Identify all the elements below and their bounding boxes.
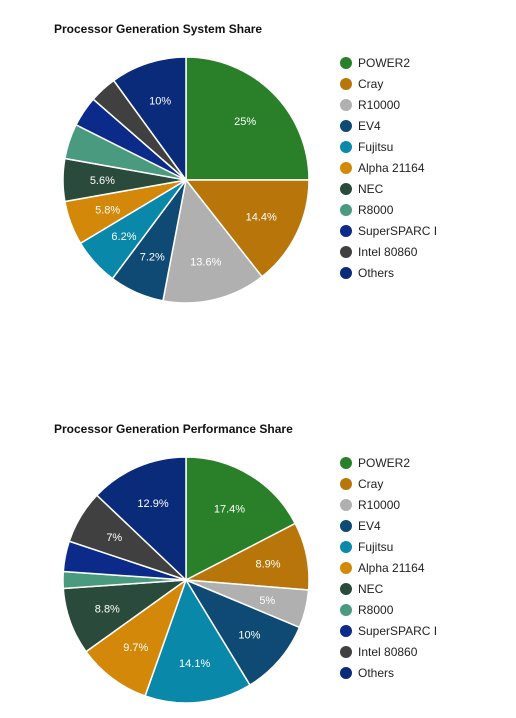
slice-label: 13.6% xyxy=(190,256,221,268)
legend-label: Cray xyxy=(358,76,384,91)
legend-swatch xyxy=(340,561,352,574)
pie-slice-fujitsu xyxy=(144,578,251,704)
slice-label: 17.4% xyxy=(214,504,245,516)
legend-label: POWER2 xyxy=(358,455,411,470)
legend: POWER2 Cray R10000 EV4 Fujitsu Alpha 21164 NEC… xyxy=(340,452,437,683)
legend-label: Others xyxy=(358,665,395,680)
slice-label: 7.2% xyxy=(140,252,165,264)
slice-label: 8.9% xyxy=(255,559,280,571)
legend-item: NEC xyxy=(340,178,437,199)
legend-label: POWER2 xyxy=(358,55,411,70)
legend-swatch xyxy=(340,98,352,111)
chart-title: Processor Generation System Share xyxy=(54,22,263,36)
legend-item: EV4 xyxy=(340,115,437,136)
legend-item: R10000 xyxy=(340,94,437,115)
legend-item: R8000 xyxy=(340,199,437,220)
slice-label: 10% xyxy=(238,630,260,642)
legend-item: Cray xyxy=(340,473,437,494)
slice-label: 9.7% xyxy=(123,642,148,654)
legend-item: Fujitsu xyxy=(340,536,437,557)
legend-item: Others xyxy=(340,262,437,283)
legend-label: EV4 xyxy=(358,518,381,533)
legend-swatch xyxy=(340,266,352,279)
pie-slice-r10000 xyxy=(162,178,264,304)
legend-label: R8000 xyxy=(358,602,394,617)
legend-label: R8000 xyxy=(358,202,394,217)
legend-item: SuperSPARC I xyxy=(340,620,437,641)
legend-item: R8000 xyxy=(340,599,437,620)
slice-label: 14.4% xyxy=(246,212,277,224)
legend-swatch xyxy=(340,119,352,132)
legend-item: NEC xyxy=(340,578,437,599)
legend-label: Alpha 21164 xyxy=(358,160,425,175)
legend-label: SuperSPARC I xyxy=(358,223,438,238)
legend-label: EV4 xyxy=(358,118,381,133)
pie-slice-power2 xyxy=(185,456,297,582)
legend-item: Fujitsu xyxy=(340,136,437,157)
legend-item: Alpha 21164 xyxy=(340,557,437,578)
legend-item: POWER2 xyxy=(340,452,437,473)
legend-swatch xyxy=(340,182,352,195)
legend-label: Intel 80860 xyxy=(358,644,418,659)
legend-label: SuperSPARC I xyxy=(358,623,438,638)
pie-slice-others xyxy=(95,456,187,582)
legend-swatch xyxy=(340,540,352,553)
legend-swatch xyxy=(340,498,352,511)
pie-slice-ev4 xyxy=(184,578,301,687)
legend: POWER2 Cray R10000 EV4 Fujitsu Alpha 21164 NEC… xyxy=(340,52,437,283)
legend-swatch xyxy=(340,603,352,616)
pie-slice-cray xyxy=(184,179,310,278)
slice-label: 5% xyxy=(259,595,275,607)
legend-item: Cray xyxy=(340,73,437,94)
slice-label: 12.9% xyxy=(137,498,168,510)
legend-label: Intel 80860 xyxy=(358,244,418,259)
slice-label: 8.8% xyxy=(95,603,120,615)
legend-item: POWER2 xyxy=(340,52,437,73)
legend-label: Cray xyxy=(358,476,384,491)
legend-item: Intel 80860 xyxy=(340,241,437,262)
legend-label: R10000 xyxy=(358,97,401,112)
legend-swatch xyxy=(340,77,352,90)
legend-swatch xyxy=(340,456,352,469)
legend-item: Alpha 21164 xyxy=(340,157,437,178)
legend-item: Intel 80860 xyxy=(340,641,437,662)
slice-label: 5.6% xyxy=(90,175,115,187)
slice-label: 6.2% xyxy=(111,231,136,243)
legend-label: Fujitsu xyxy=(358,139,394,154)
legend-swatch xyxy=(340,582,352,595)
legend-swatch xyxy=(340,140,352,153)
legend-swatch xyxy=(340,161,352,174)
legend-label: Alpha 21164 xyxy=(358,560,425,575)
legend-label: R10000 xyxy=(358,497,401,512)
slice-label: 25% xyxy=(234,116,256,128)
legend-item: Others xyxy=(340,662,437,683)
legend-item: R10000 xyxy=(340,494,437,515)
pie-slice-others xyxy=(112,56,187,183)
legend-swatch xyxy=(340,624,352,637)
legend-swatch xyxy=(340,245,352,258)
legend-swatch xyxy=(340,645,352,658)
pie-chart: 17.4% 8.9% 5% 10% 14.1% 9.7% 8.8% 7% 12.9% xyxy=(62,456,310,704)
legend-item: EV4 xyxy=(340,515,437,536)
chart-title: Processor Generation Performance Share xyxy=(54,422,293,436)
legend-swatch xyxy=(340,224,352,237)
pie-slice-power2 xyxy=(185,56,310,181)
legend-label: Fujitsu xyxy=(358,539,394,554)
legend-swatch xyxy=(340,203,352,216)
legend-swatch xyxy=(340,666,352,679)
slice-label: 5.8% xyxy=(95,204,120,216)
slice-label: 14.1% xyxy=(179,658,210,670)
legend-label: Others xyxy=(358,265,395,280)
legend-label: NEC xyxy=(358,181,384,196)
legend-swatch xyxy=(340,519,352,532)
legend-swatch xyxy=(340,56,352,69)
pie-chart: 25% 14.4% 13.6% 7.2% 6.2% 5.8% 5.6% 10% xyxy=(62,56,310,304)
slice-label: 10% xyxy=(149,95,171,107)
legend-swatch xyxy=(340,477,352,490)
slice-label: 7% xyxy=(106,532,122,544)
legend-label: NEC xyxy=(358,581,384,596)
pie-slice-alpha-21164 xyxy=(84,578,188,697)
legend-item: SuperSPARC I xyxy=(340,220,437,241)
